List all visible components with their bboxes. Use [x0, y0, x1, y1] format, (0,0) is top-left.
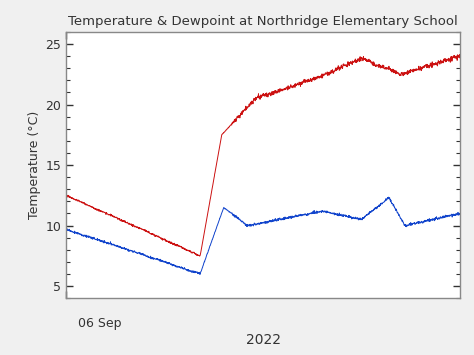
- Title: Temperature & Dewpoint at Northridge Elementary School: Temperature & Dewpoint at Northridge Ele…: [68, 15, 458, 28]
- Text: 06 Sep: 06 Sep: [78, 317, 122, 330]
- Text: 2022: 2022: [246, 333, 281, 347]
- Y-axis label: Temperature (°C): Temperature (°C): [28, 111, 41, 219]
